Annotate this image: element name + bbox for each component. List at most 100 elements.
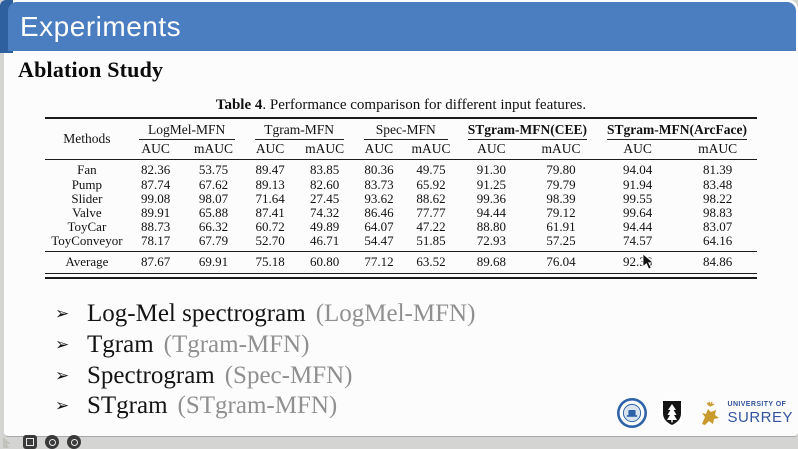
column-subheader: mAUC (525, 140, 597, 161)
column-subheader: mAUC (182, 140, 245, 161)
table-cell: 81.39 (702, 162, 733, 178)
column-subheader: AUC (353, 140, 405, 161)
table-cell: 87.41 (255, 205, 285, 221)
table-cell: 79.80 (546, 162, 576, 178)
table-cell: 89.47 (255, 162, 285, 178)
table-caption-label: Table 4 (215, 97, 263, 113)
column-subheader: AUC (244, 140, 296, 161)
table-cell: 74.32 (310, 205, 340, 221)
table-cell: 65.88 (198, 205, 229, 221)
table-row: Valve 89.91 65.88 87.41 74.32 86.46 77.77 94.44… (45, 205, 757, 221)
results-table-wrap: Methods LogMel-MFN Tgram-MFN Spec-MFN STgra… (45, 117, 757, 279)
table-cell: 69.91 (182, 251, 245, 274)
table-row: Pump 87.74 67.62 89.13 82.60 83.73 65.92 91.25 7… (45, 176, 757, 192)
table-caption-text: . Performance comparison for different i… (262, 97, 587, 113)
table-cell: 74.57 (596, 234, 679, 252)
results-table: Methods LogMel-MFN Tgram-MFN Spec-MFN STgra… (45, 117, 757, 274)
section-heading: Ablation Study (18, 57, 164, 82)
bullet-arrow-icon: ➢ (55, 365, 70, 386)
table-cell: 64.16 (678, 234, 757, 252)
npu-logo (617, 398, 648, 428)
bullet-arrow-icon: ➢ (55, 304, 70, 324)
table-cell: 84.86 (678, 251, 757, 274)
table-cell: 83.85 (310, 162, 340, 178)
bullet-note: (LogMel-MFN) (315, 300, 476, 327)
table-cell: 88.73 (140, 219, 171, 235)
table-cell: 82.60 (310, 176, 340, 192)
player-control-icon-1[interactable] (23, 435, 37, 449)
table-caption: Table 4. Performance comparison for diff… (45, 97, 757, 114)
table-cell: 71.64 (255, 190, 285, 206)
table-cell: 79.79 (546, 176, 576, 192)
table-cell: 94.44 (476, 205, 507, 221)
bullet-arrow-icon: ➢ (55, 334, 70, 355)
bullet-text: STgram (87, 392, 168, 420)
player-controls (2, 435, 81, 449)
table-cell: 77.12 (353, 251, 405, 274)
row-label: Pump (71, 176, 103, 192)
table-cell: 91.94 (622, 176, 653, 192)
pointer-arrow-icon[interactable] (2, 435, 15, 449)
bullet-text: Log-Mel spectrogram (87, 300, 306, 327)
surrey-wordmark: UNIVERSITY OF SURREY (727, 401, 793, 425)
table-cell: 49.75 (416, 162, 446, 178)
subheader-row: AUC mAUC AUC mAUC AUC mAUC AUC mAUC AUC mAUC (45, 140, 757, 161)
table-cell: 60.80 (295, 251, 354, 274)
column-group: Spec-MFN (354, 118, 458, 141)
table-cell: 75.18 (244, 251, 296, 274)
column-subheader: AUC (596, 140, 679, 161)
table-cell: 46.71 (295, 234, 354, 252)
table-cell: 47.22 (416, 219, 446, 235)
table-cell: 94.44 (622, 219, 653, 235)
surrey-line2: SURREY (727, 409, 793, 426)
table-cell: 91.25 (476, 176, 507, 192)
column-group: STgram-MFN(CEE) (458, 118, 597, 141)
surrey-line1: UNIVERSITY OF (727, 401, 787, 408)
column-subheader: AUC (128, 140, 183, 161)
slide-title-banner: Experiments (8, 2, 796, 51)
bullet-text: Spectrogram (87, 361, 215, 389)
table-cell: 67.62 (198, 176, 229, 192)
table-cell: 99.36 (476, 190, 507, 206)
bullet-note: (Spec-MFN) (224, 361, 353, 389)
player-control-icon-3[interactable] (67, 435, 81, 449)
column-group: Tgram-MFN (245, 118, 354, 141)
bullet-item: ➢ STgram (STgram-MFN) (55, 392, 475, 423)
table-cell: 64.07 (364, 219, 394, 235)
table-row: Average 87.67 69.91 75.18 60.80 77.12 63.52 89.… (45, 251, 757, 274)
row-label: Fan (77, 162, 97, 178)
table-cell: 94.04 (622, 162, 653, 178)
table-cell: 82.36 (140, 162, 171, 178)
table-cell: 79.12 (546, 205, 576, 221)
group-header-row: Methods LogMel-MFN Tgram-MFN Spec-MFN STgra… (45, 118, 757, 161)
table-cell: 88.80 (476, 219, 507, 235)
column-subheader: mAUC (295, 140, 354, 161)
table-cell: 89.91 (140, 205, 171, 221)
bullet-note: (STgram-MFN) (177, 392, 338, 420)
row-label: ToyConveyor (45, 234, 129, 252)
table-cell: 83.73 (364, 176, 394, 192)
table-cell: 87.67 (128, 251, 183, 274)
table-cell: 52.70 (244, 234, 296, 252)
table-cell: 53.75 (198, 162, 229, 178)
table-row: ToyCar 88.73 66.32 60.72 49.89 64.07 47.22 88.8… (45, 220, 757, 234)
table-cell: 54.47 (353, 234, 405, 252)
table-row: Fan 82.36 53.75 89.47 83.85 80.36 49.75 91.30 79… (45, 160, 757, 178)
mouse-cursor-icon (642, 253, 655, 270)
table-cell: 63.52 (404, 251, 458, 274)
row-label: Valve (72, 205, 102, 221)
slide-title: Experiments (20, 10, 182, 42)
table-cell: 86.46 (364, 205, 394, 221)
table-cell: 80.36 (364, 162, 394, 178)
table-cell: 99.08 (140, 190, 171, 206)
player-control-icon-2[interactable] (45, 435, 59, 449)
university-crest-logo (659, 399, 686, 427)
table-cell: 78.17 (128, 234, 183, 252)
table-cell: 57.25 (525, 234, 597, 252)
table-cell: 60.72 (255, 219, 285, 235)
table-cell: 72.93 (457, 234, 526, 252)
bullet-item: ➢ Spectrogram (Spec-MFN) (55, 362, 475, 393)
table-cell: 92.36 (596, 251, 679, 274)
table-cell: 93.62 (364, 190, 394, 206)
bullet-text: Tgram (87, 330, 154, 358)
